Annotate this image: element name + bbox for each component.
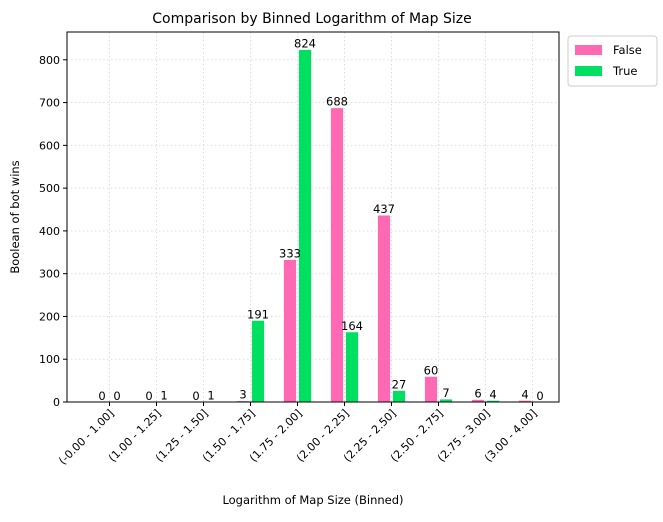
bar-value-label: 6	[474, 386, 481, 400]
bar-value-label: 437	[373, 202, 395, 216]
y-tick-label: 300	[39, 268, 60, 281]
bar-value-label: 3	[239, 388, 246, 402]
bar-value-label: 60	[424, 363, 439, 377]
bar-value-label: 1	[160, 389, 167, 403]
y-tick-label: 700	[39, 97, 60, 110]
bar-value-label: 4	[521, 387, 528, 401]
bar-value-label: 7	[442, 386, 449, 400]
y-axis: 0 100 200 300 400 500 600 700 800	[39, 32, 67, 409]
bar-value-label: 27	[392, 377, 407, 391]
bar-value-label: 164	[341, 319, 363, 333]
y-tick-label: 600	[39, 139, 60, 152]
bar-value-label: 0	[145, 389, 152, 403]
legend-swatch-false	[575, 45, 602, 55]
bar-value-label: 688	[326, 95, 348, 109]
legend-label-false: False	[613, 43, 642, 57]
bar-false	[425, 376, 438, 402]
bar-value-label: 0	[536, 389, 543, 403]
bar-value-label: 4	[489, 387, 496, 401]
x-axis-label: Logarithm of Map Size (Binned)	[222, 493, 403, 507]
legend-swatch-true	[575, 66, 602, 76]
bar-value-label: 0	[113, 389, 120, 403]
bar-value-label: 191	[247, 307, 269, 321]
bar-false	[284, 260, 297, 402]
legend-label-true: True	[612, 64, 637, 78]
y-tick-label: 200	[39, 310, 60, 323]
bar-false	[378, 215, 391, 402]
bar-value-label: 824	[294, 37, 316, 51]
bar-true	[252, 320, 265, 402]
bar-value-label: 1	[207, 389, 214, 403]
y-tick-label: 100	[39, 353, 60, 366]
bar-false	[331, 108, 344, 402]
bar-true	[299, 50, 312, 402]
bar-true	[346, 332, 359, 402]
grid-lines	[67, 32, 559, 402]
y-axis-label: Boolean of bot wins	[8, 160, 22, 273]
y-tick-label: 0	[53, 396, 60, 409]
x-axis: (-0.00 - 1.00](1.00 - 1.25](1.25 - 1.50]…	[56, 402, 539, 467]
y-tick-label: 500	[39, 182, 60, 195]
bar-value-label: 0	[192, 389, 199, 403]
y-tick-label: 800	[39, 54, 60, 67]
y-tick-label: 400	[39, 225, 60, 238]
bar-value-label: 333	[279, 247, 301, 261]
chart-title: Comparison by Binned Logarithm of Map Si…	[152, 11, 471, 27]
legend: False True	[568, 36, 657, 86]
bar-true	[393, 390, 406, 402]
bar-value-label: 0	[98, 389, 105, 403]
